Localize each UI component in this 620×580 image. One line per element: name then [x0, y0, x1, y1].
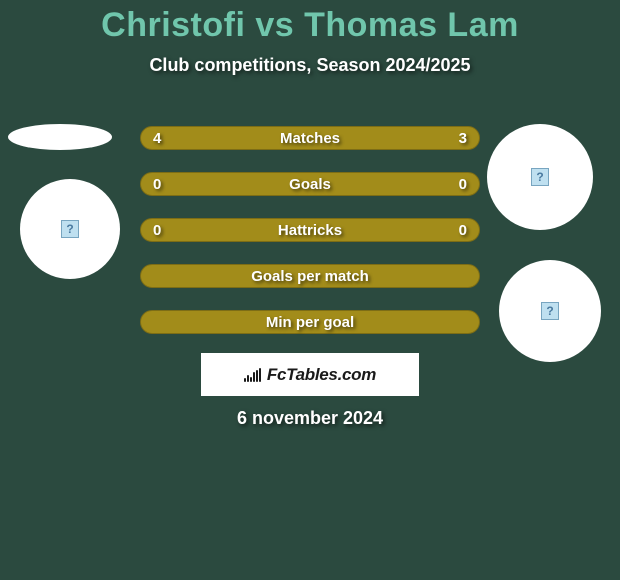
image-placeholder-icon: ?	[531, 168, 549, 186]
stat-rows-container: 4Matches30Goals00Hattricks0Goals per mat…	[140, 126, 480, 356]
stat-label: Min per goal	[141, 314, 479, 331]
page-subtitle: Club competitions, Season 2024/2025	[0, 55, 620, 76]
ellipse-decoration	[8, 124, 112, 150]
stat-label: Matches	[141, 130, 479, 147]
comparison-infographic: Christofi vs Thomas Lam Club competition…	[0, 0, 620, 580]
attribution-text: FcTables.com	[267, 365, 376, 385]
stat-row: Min per goal	[140, 310, 480, 334]
stat-left-value: 0	[153, 222, 161, 239]
stat-row: Goals per match	[140, 264, 480, 288]
stat-row: 4Matches3	[140, 126, 480, 150]
stat-right-value: 0	[459, 176, 467, 193]
attribution-box: FcTables.com	[201, 353, 419, 396]
stat-left-value: 0	[153, 176, 161, 193]
image-placeholder-icon: ?	[541, 302, 559, 320]
date-text: 6 november 2024	[0, 408, 620, 429]
stat-row: 0Hattricks0	[140, 218, 480, 242]
stat-right-value: 3	[459, 130, 467, 147]
stat-label: Goals per match	[141, 268, 479, 285]
stat-right-value: 0	[459, 222, 467, 239]
avatar-right-2: ?	[499, 260, 601, 362]
stat-row: 0Goals0	[140, 172, 480, 196]
stat-label: Goals	[141, 176, 479, 193]
page-title: Christofi vs Thomas Lam	[0, 0, 620, 45]
avatar-right-1: ?	[487, 124, 593, 230]
avatar-player1: ?	[20, 179, 120, 279]
stat-left-value: 4	[153, 130, 161, 147]
stat-label: Hattricks	[141, 222, 479, 239]
bar-chart-icon	[244, 368, 261, 382]
image-placeholder-icon: ?	[61, 220, 79, 238]
